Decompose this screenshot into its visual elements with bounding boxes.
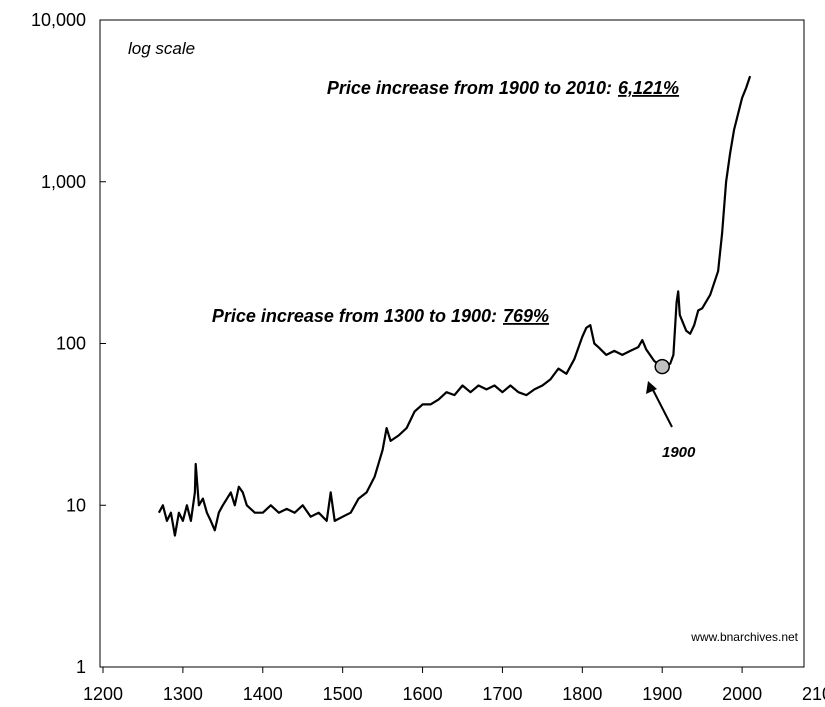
arrow-head: [646, 381, 657, 394]
x-tick-label: 1700: [482, 684, 522, 704]
x-tick-label: 1600: [403, 684, 443, 704]
price-line: [157, 75, 752, 537]
x-tick-label: 2100: [802, 684, 825, 704]
x-tick-label: 2000: [722, 684, 762, 704]
x-tick-label: 1400: [243, 684, 283, 704]
x-tick-label: 1500: [323, 684, 363, 704]
point-label: 1900: [662, 444, 696, 461]
y-tick-label: 1,000: [41, 172, 86, 192]
x-tick-label: 1800: [562, 684, 602, 704]
x-tick-label: 1900: [642, 684, 682, 704]
y-tick-label: 1: [76, 657, 86, 677]
x-tick-label: 1200: [83, 684, 123, 704]
annotation-value: 6,121%: [618, 78, 679, 98]
annotation: Price increase from 1900 to 2010:: [327, 78, 612, 98]
plot-frame: [99, 19, 805, 668]
point-marker: [654, 358, 670, 375]
annotation-value: 769%: [503, 306, 549, 326]
source: www.bnarchives.net: [690, 630, 798, 644]
y-tick-label: 10,000: [31, 10, 86, 30]
x-tick-label: 1300: [163, 684, 203, 704]
y-tick-label: 100: [56, 334, 86, 354]
y-tick-label: 10: [66, 495, 86, 515]
annotation: Price increase from 1300 to 1900:: [212, 306, 497, 326]
arrow: [651, 387, 673, 428]
scale-note: log scale: [128, 39, 195, 58]
